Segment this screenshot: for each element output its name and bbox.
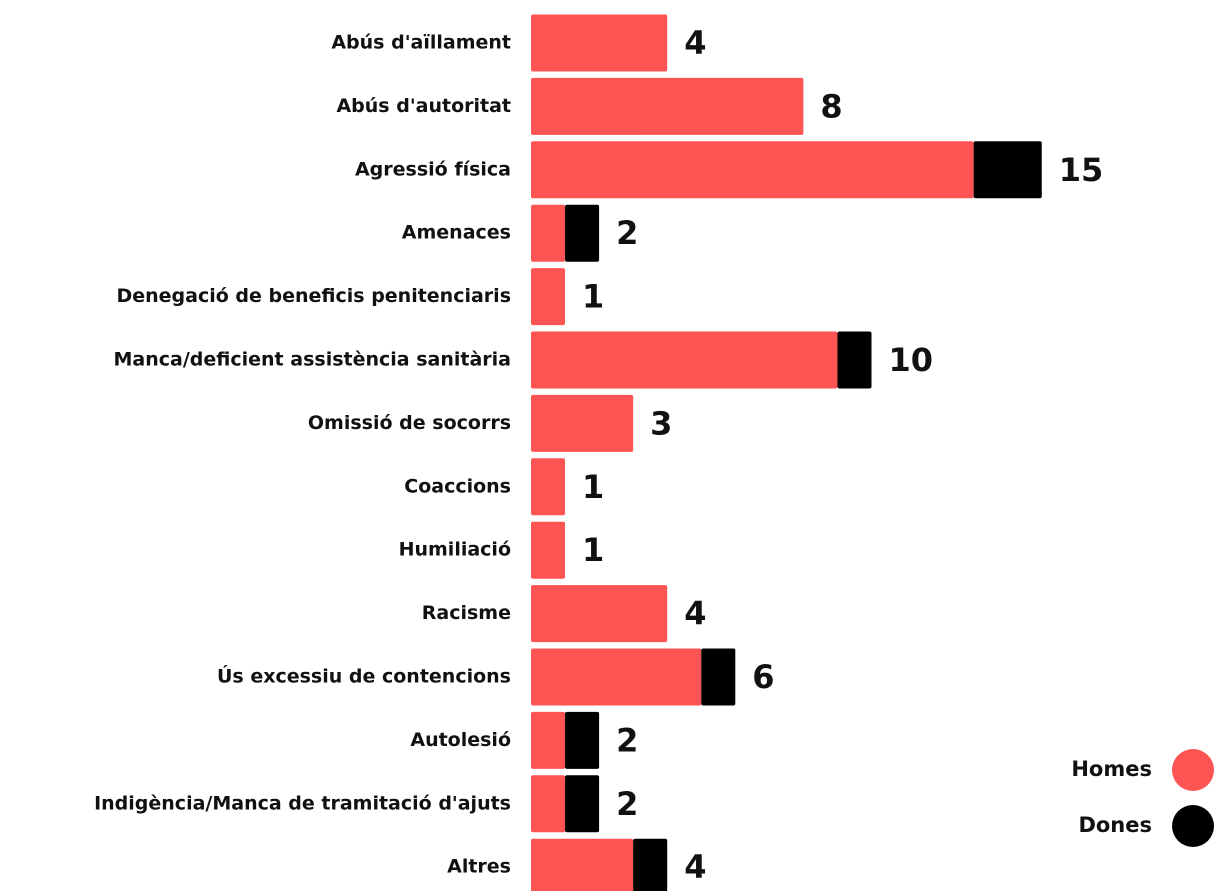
category-label: Coaccions (404, 475, 511, 497)
total-label: 2 (616, 785, 638, 823)
legend-label: Dones (1078, 813, 1152, 837)
category-label: Indigència/Manca de tramitació d'ajuts (94, 792, 511, 814)
bar-segment (633, 838, 668, 891)
bar-segment (531, 14, 668, 72)
category-label: Humiliació (399, 539, 511, 561)
bar-segment (531, 458, 566, 516)
total-label: 6 (752, 658, 774, 696)
bar-segment (531, 141, 974, 199)
category-label: Manca/deficient assistència sanitària (114, 349, 511, 371)
bar-segment (565, 711, 600, 769)
total-label: 1 (582, 531, 604, 569)
bar-segment (565, 775, 600, 833)
category-label: Amenaces (402, 222, 511, 244)
bar-segment (531, 204, 566, 262)
bar-segment (531, 585, 668, 643)
category-label: Denegació de beneficis penitenciaris (116, 285, 511, 307)
total-label: 2 (616, 721, 638, 759)
category-label: Altres (447, 856, 511, 878)
bar-segment (531, 648, 702, 706)
total-label: 2 (616, 214, 638, 252)
category-label: Abús d'aïllament (331, 32, 511, 54)
bar-segment (837, 331, 872, 389)
bar-segment (565, 204, 600, 262)
category-label: Agressió física (355, 158, 511, 180)
total-label: 15 (1059, 151, 1104, 189)
bar-segment (531, 331, 838, 389)
bar-segment (701, 648, 736, 706)
bar-segment (531, 521, 566, 579)
total-label: 4 (684, 595, 706, 633)
total-label: 1 (582, 468, 604, 506)
total-label: 4 (684, 24, 706, 62)
category-label: Abús d'autoritat (336, 95, 511, 117)
total-label: 3 (650, 404, 672, 442)
bar-segment (973, 141, 1042, 199)
total-label: 4 (684, 848, 706, 886)
total-label: 1 (582, 278, 604, 316)
bar-segment (531, 775, 566, 833)
bar-segment (531, 394, 634, 452)
total-label: 8 (820, 87, 842, 125)
category-label: Autolesió (410, 729, 511, 751)
total-label: 10 (889, 341, 934, 379)
legend-swatch (1172, 805, 1214, 847)
category-label: Ús excessiu de contencions (217, 664, 511, 688)
legend-label: Homes (1071, 757, 1152, 781)
category-label: Omissió de socorrs (308, 412, 511, 434)
bar-segment (531, 268, 566, 326)
bar-segment (531, 711, 566, 769)
bar-segment (531, 838, 634, 891)
bar-segment (531, 77, 804, 135)
legend-swatch (1172, 749, 1214, 791)
category-label: Racisme (422, 602, 511, 624)
